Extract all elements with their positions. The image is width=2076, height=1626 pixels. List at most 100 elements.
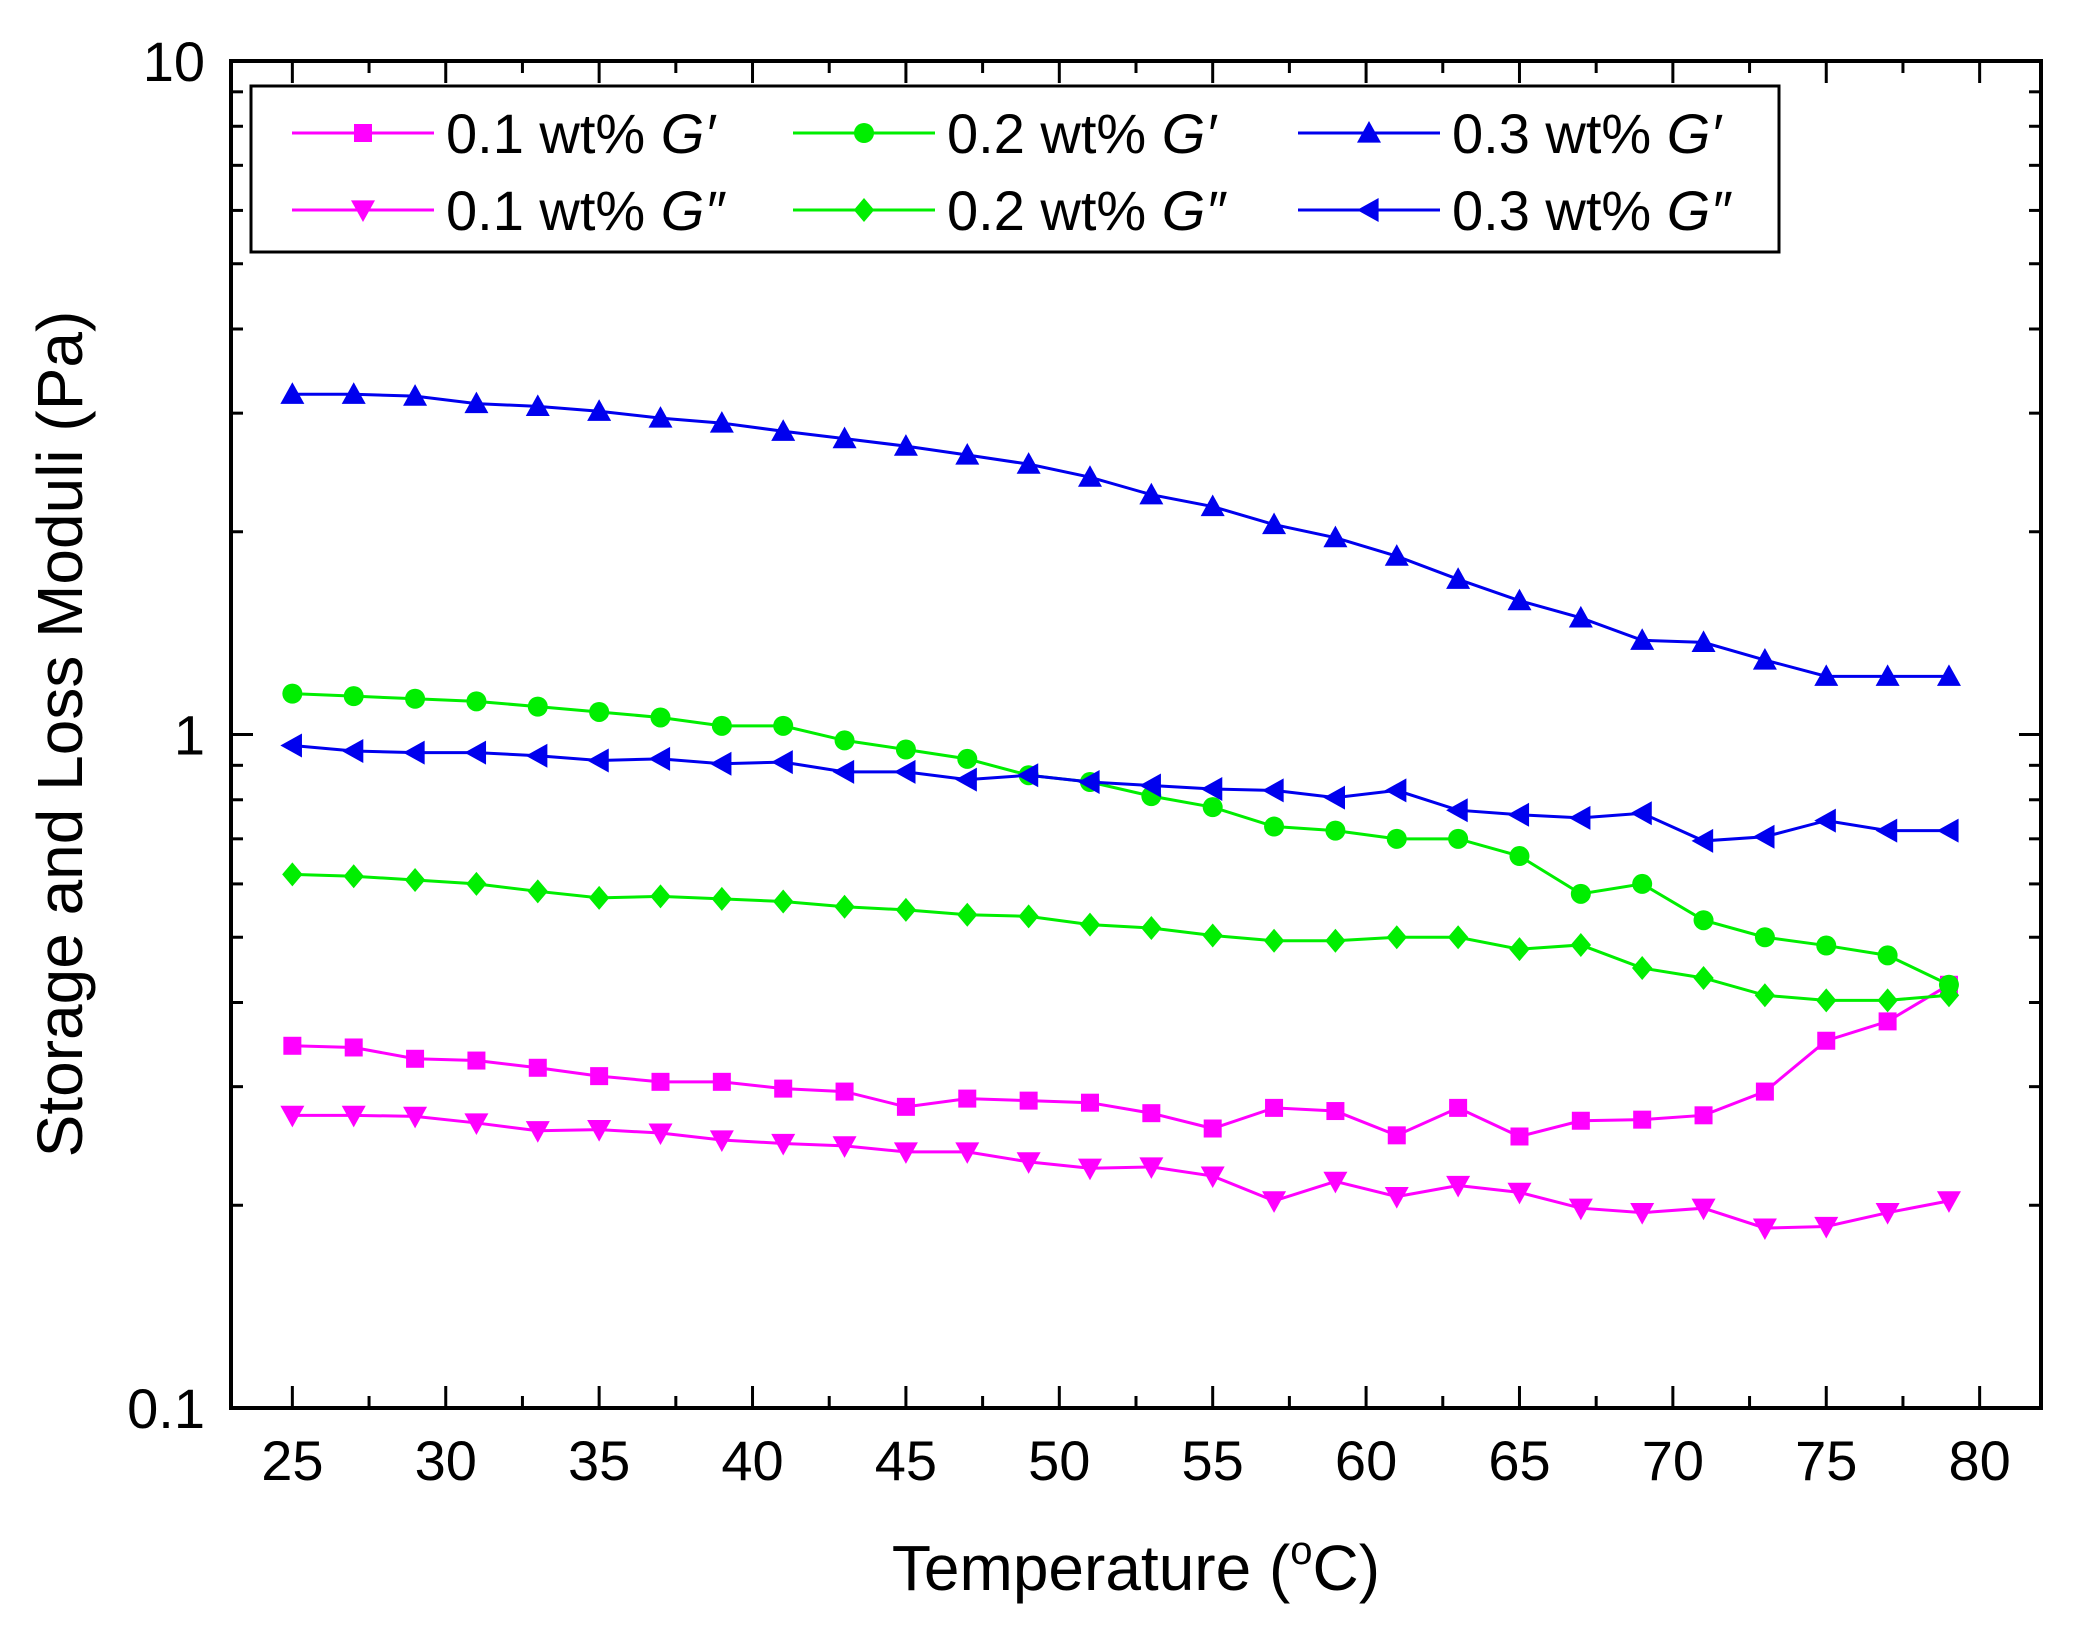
data-point [1568, 1198, 1593, 1221]
data-point [467, 1051, 486, 1070]
data-point [1141, 916, 1162, 941]
data-point [896, 1097, 915, 1116]
data-point [1631, 956, 1653, 981]
data-point [1878, 1012, 1897, 1031]
legend-entry-3: 0.3 wt% G′ [1298, 102, 1723, 165]
data-point [1323, 785, 1346, 810]
data-point [774, 1079, 793, 1098]
x-tick-label: 50 [1028, 1429, 1090, 1492]
data-point [341, 1105, 366, 1128]
data-point [1447, 925, 1469, 950]
data-point [1387, 1126, 1406, 1145]
data-point [1510, 1127, 1529, 1146]
x-tick-label: 40 [721, 1429, 783, 1492]
series-line [292, 872, 1950, 1002]
data-point [1264, 816, 1285, 837]
x-tick-label: 75 [1795, 1429, 1857, 1492]
legend-marker [1357, 121, 1381, 143]
data-point [280, 382, 305, 404]
data-point [1077, 465, 1102, 487]
data-point [1446, 567, 1471, 589]
data-point [1202, 923, 1223, 948]
x-tick-label: 80 [1948, 1429, 2010, 1492]
data-point [525, 394, 550, 417]
data-point [1325, 928, 1346, 953]
data-point [1630, 801, 1652, 826]
data-point [648, 1123, 673, 1146]
series-4 [280, 1105, 1961, 1241]
data-point [1875, 1203, 1900, 1225]
data-point [955, 767, 977, 792]
data-point [1754, 983, 1776, 1008]
data-point [834, 730, 855, 751]
data-point [341, 739, 364, 764]
data-point [1200, 1166, 1225, 1189]
data-point [709, 751, 732, 776]
data-point [832, 426, 857, 449]
data-point [343, 864, 364, 889]
series-line [292, 744, 1949, 843]
data-point [1509, 937, 1530, 962]
data-point [893, 759, 916, 784]
data-point [1200, 494, 1225, 517]
data-point [650, 707, 671, 728]
legend-label: 0.2 wt% G″ [947, 179, 1227, 242]
data-point [405, 688, 426, 709]
data-point [1262, 512, 1287, 535]
data-point [1449, 1098, 1468, 1117]
data-point [525, 743, 548, 768]
data-point [1326, 1102, 1345, 1121]
data-point [771, 419, 796, 441]
data-point [590, 1067, 609, 1086]
data-point [1446, 798, 1468, 823]
data-point [1816, 988, 1837, 1013]
data-point [712, 1072, 731, 1091]
legend-label: 0.1 wt% G′ [446, 102, 717, 165]
data-point [957, 902, 978, 927]
data-point [1816, 935, 1837, 956]
data-point [1630, 628, 1655, 650]
plot-series [280, 382, 1961, 1241]
legend: 0.1 wt% G′ 0.2 wt% G′ 0.3 wt% G′ 0.1 wt% G″… [249, 84, 1781, 254]
data-point [587, 748, 609, 773]
data-point [958, 1089, 977, 1108]
data-point [1875, 664, 1900, 686]
data-point [1016, 452, 1041, 474]
data-point [1139, 773, 1161, 798]
series-line [292, 1113, 1950, 1230]
data-point [1571, 1111, 1590, 1130]
data-point [709, 411, 734, 433]
data-point [525, 1121, 550, 1143]
data-point [1754, 927, 1775, 948]
legend-marker [853, 198, 875, 222]
data-point [771, 750, 793, 775]
data-point [1325, 820, 1346, 841]
legend-marker [351, 200, 375, 222]
y-tick-labels: 0.1 1 10 [127, 30, 205, 1440]
data-point [1386, 925, 1407, 950]
x-tick-label: 70 [1642, 1429, 1704, 1492]
data-point [527, 696, 548, 717]
data-point [955, 1142, 980, 1164]
data-point [1568, 605, 1593, 628]
data-point [648, 406, 673, 428]
data-point [1142, 1104, 1161, 1123]
data-point [1755, 1082, 1774, 1101]
legend-entry-4: 0.1 wt% G″ [292, 179, 726, 242]
data-point [404, 868, 426, 893]
data-point [283, 1036, 302, 1055]
legend-entry-2: 0.2 wt% G′ [793, 102, 1218, 165]
x-tick-label: 25 [261, 1429, 323, 1492]
data-point [1200, 777, 1223, 802]
data-point [464, 391, 489, 414]
data-point [344, 1038, 363, 1057]
data-point [1323, 525, 1348, 548]
data-point [1202, 797, 1223, 818]
series-line [292, 983, 1950, 1139]
data-point [711, 886, 733, 911]
series-3 [280, 382, 1961, 686]
data-point [464, 740, 487, 765]
data-point [834, 894, 855, 919]
data-point [1570, 883, 1591, 904]
